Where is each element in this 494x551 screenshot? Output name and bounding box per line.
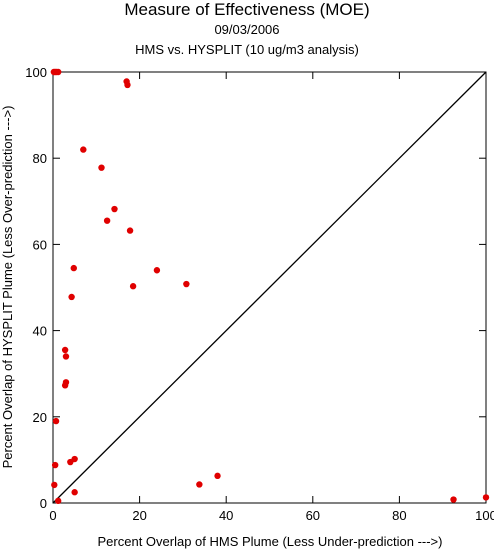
y-tick-label: 40 [33, 324, 47, 339]
data-point [103, 217, 111, 224]
data-point [111, 205, 118, 213]
data-point [54, 68, 62, 76]
chart-subtitle-comparison: HMS vs. HYSPLIT (10 ug/m3 analysis) [135, 42, 359, 57]
y-tick-label: 0 [40, 496, 47, 511]
data-point [51, 461, 59, 469]
data-point [214, 472, 221, 480]
data-point [183, 280, 190, 288]
data-point [70, 264, 77, 272]
y-tick-label: 80 [33, 151, 47, 166]
data-point [68, 293, 75, 301]
data-point [129, 283, 137, 290]
x-tick-label: 40 [219, 508, 233, 523]
x-tick-label: 100 [475, 508, 494, 523]
data-point [62, 353, 70, 360]
data-point [450, 496, 457, 503]
data-point [54, 497, 62, 505]
data-point [124, 81, 131, 89]
y-tick-label: 20 [33, 410, 47, 425]
diagonal-reference-line [52, 71, 487, 504]
data-point [51, 481, 58, 489]
data-point [80, 146, 87, 153]
data-point [61, 346, 69, 354]
y-axis-label: Percent Overlap of HYSPLIT Plume (Less O… [0, 106, 15, 469]
x-tick-label: 0 [49, 508, 56, 523]
x-tick-label: 60 [306, 508, 320, 523]
data-point [67, 458, 74, 466]
data-point [71, 489, 78, 496]
data-point [196, 481, 203, 488]
plot-frame [52, 71, 487, 504]
data-point [153, 267, 161, 274]
data-point [52, 417, 60, 425]
data-point [482, 494, 490, 501]
y-tick-label: 60 [33, 237, 47, 252]
x-tick-label: 20 [132, 508, 146, 523]
data-point [126, 227, 134, 234]
chart-subtitle-date: 09/03/2006 [214, 22, 280, 37]
x-tick-label: 80 [392, 508, 406, 523]
chart-title: Measure of Effectiveness (MOE) [124, 0, 370, 19]
x-axis-label: Percent Overlap of HMS Plume (Less Under… [98, 534, 443, 549]
data-point [61, 382, 69, 389]
data-point [98, 164, 105, 171]
y-tick-label: 100 [25, 65, 47, 80]
